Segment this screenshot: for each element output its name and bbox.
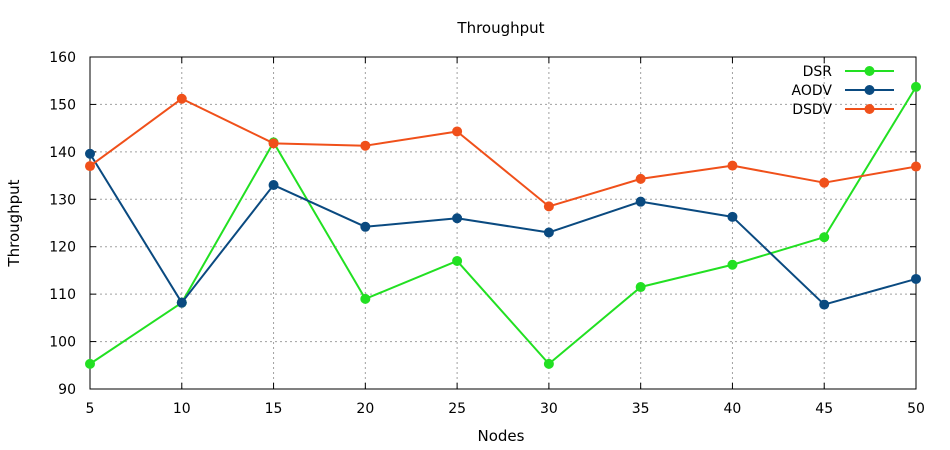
data-point: [727, 259, 738, 270]
data-point: [268, 180, 279, 191]
data-point: [452, 255, 463, 266]
data-point: [819, 299, 830, 310]
chart-title: Throughput: [456, 19, 544, 37]
legend-swatch-marker: [864, 104, 875, 114]
series-line: [89, 86, 917, 365]
axis-ticks: 5 10 15 20 25 30 35 40 45 50 90 100 110 120 130 140 150 1…: [49, 50, 925, 417]
y-tick-label: 130: [49, 192, 76, 208]
data-point: [819, 232, 830, 243]
legend-label: AODV: [792, 83, 833, 99]
data-point: [176, 297, 187, 308]
y-tick-label: 160: [49, 50, 76, 66]
series-dsdv: [85, 93, 921, 212]
data-point: [452, 126, 463, 137]
y-tick-label: 150: [49, 97, 76, 113]
y-axis-title: Throughput: [5, 179, 23, 267]
data-point: [635, 282, 646, 293]
data-point: [360, 140, 371, 151]
x-tick-label: 5: [86, 401, 95, 417]
series-lines: [85, 81, 921, 369]
y-tick-label: 140: [49, 145, 76, 161]
y-tick-label: 90: [58, 382, 76, 398]
x-axis-title: Nodes: [478, 427, 525, 445]
data-point: [911, 81, 921, 92]
legend-swatch-marker: [864, 66, 875, 76]
data-point: [911, 161, 921, 172]
legend-label: DSR: [803, 64, 833, 80]
x-tick-label: 45: [815, 401, 833, 417]
x-tick-label: 35: [632, 401, 650, 417]
data-point: [176, 93, 187, 104]
x-tick-label: 40: [724, 401, 742, 417]
x-tick-label: 10: [173, 401, 191, 417]
x-tick-label: 50: [907, 401, 925, 417]
data-point: [543, 201, 554, 212]
data-point: [819, 177, 830, 188]
data-point: [727, 211, 738, 222]
data-point: [85, 358, 95, 369]
data-point: [85, 148, 95, 159]
x-tick-label: 20: [356, 401, 374, 417]
y-tick-label: 100: [49, 335, 76, 351]
x-tick-label: 15: [265, 401, 283, 417]
x-tick-label: 30: [540, 401, 558, 417]
data-point: [268, 138, 279, 149]
series-line: [89, 153, 917, 306]
legend-swatch-marker: [864, 85, 875, 95]
x-tick-label: 25: [448, 401, 466, 417]
legend-item-dsdv: DSDV: [792, 102, 894, 118]
series-aodv: [85, 148, 921, 310]
legend-item-aodv: AODV: [792, 83, 894, 99]
data-point: [543, 227, 554, 238]
legend: DSR AODV DSDV: [792, 64, 894, 118]
y-tick-label: 110: [49, 287, 76, 303]
plot-frame: [89, 56, 917, 390]
data-point: [85, 161, 95, 172]
legend-item-dsr: DSR: [803, 64, 894, 80]
data-point: [727, 160, 738, 171]
data-point: [635, 196, 646, 207]
series-line: [89, 97, 917, 208]
data-point: [543, 358, 554, 369]
y-tick-label: 120: [49, 240, 76, 256]
data-point: [360, 293, 371, 304]
data-point: [635, 173, 646, 184]
legend-label: DSDV: [792, 102, 832, 118]
data-point: [452, 213, 463, 224]
data-point: [911, 273, 921, 284]
data-point: [360, 221, 371, 232]
